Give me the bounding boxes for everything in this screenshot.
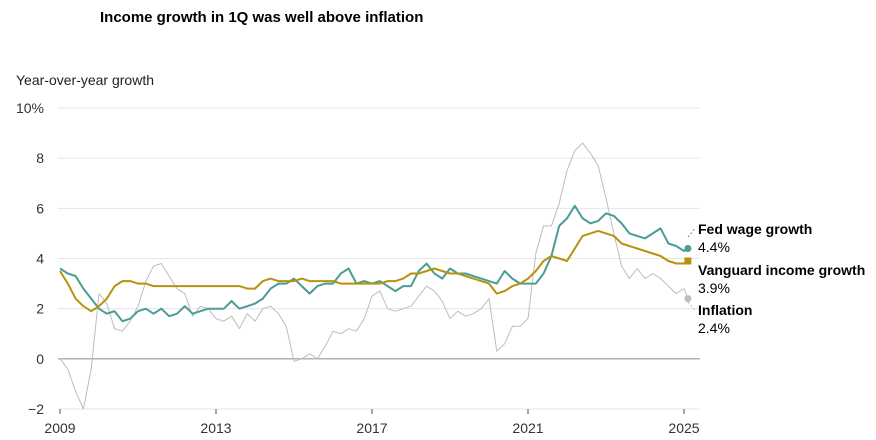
- y-tick-label: 8: [36, 150, 44, 166]
- y-tick-label: 4: [36, 251, 44, 267]
- vanguard-annotation-value: 3.9%: [698, 280, 730, 296]
- vanguard-annotation-label: Vanguard income growth: [698, 262, 865, 278]
- inflation-series-line: [59, 142, 689, 410]
- inflation-end-marker: [684, 295, 692, 303]
- fed-series-line: [59, 204, 689, 323]
- x-tick-label: 2017: [356, 420, 387, 436]
- inflation-annotation-label: Inflation: [698, 302, 752, 318]
- y-tick-label: 2: [36, 301, 44, 317]
- y-axis-ticks: 10% 8 6 4 2 0 −2: [16, 100, 44, 417]
- fed-leader-line: [687, 227, 696, 238]
- fed-annotation-label: Fed wage growth: [698, 221, 812, 237]
- x-axis-ticks: 2009 2013 2017 2021 2025: [44, 409, 700, 436]
- fed-annotation-value: 4.4%: [698, 239, 730, 255]
- chart-title: Income growth in 1Q was well above infla…: [100, 9, 424, 26]
- x-tick-label: 2021: [512, 420, 543, 436]
- fed-end-marker: [684, 244, 692, 252]
- series-lines: [59, 142, 692, 410]
- series-annotations: Fed wage growth 4.4% Vanguard income growt…: [687, 221, 865, 336]
- y-axis-title: Year-over-year growth: [16, 72, 154, 88]
- y-tick-label: 10%: [16, 100, 44, 116]
- inflation-annotation-value: 2.4%: [698, 320, 730, 336]
- inflation-leader-line: [687, 301, 696, 311]
- x-tick-label: 2009: [44, 420, 75, 436]
- y-tick-label: 6: [36, 200, 44, 216]
- x-tick-label: 2025: [668, 420, 699, 436]
- y-tick-label: 0: [36, 351, 44, 367]
- vanguard-end-marker: [684, 257, 692, 265]
- x-tick-label: 2013: [200, 420, 231, 436]
- y-tick-label: −2: [28, 401, 44, 417]
- vanguard-series-line: [59, 229, 689, 313]
- gridlines: [58, 107, 700, 410]
